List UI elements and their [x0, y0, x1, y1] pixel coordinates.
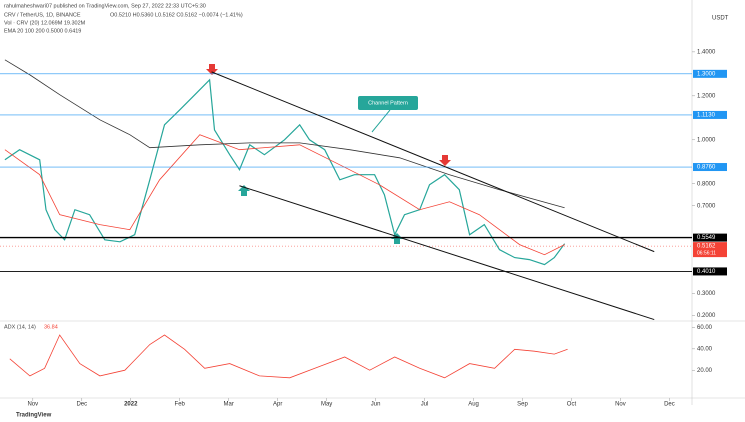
y-tick-label: 60.00: [697, 325, 713, 331]
up-arrow: [391, 233, 403, 244]
x-tick-label: Jul: [421, 402, 429, 408]
countdown: 06:56:11: [697, 250, 716, 256]
series-line: [9, 334, 568, 379]
adx-title: ADX (14, 14): [4, 324, 36, 330]
callout-pointer: [371, 109, 391, 133]
level-tag: [693, 69, 727, 78]
y-tick-label: 0.3000: [697, 291, 716, 297]
level-label: 1.3000: [697, 71, 716, 77]
y-tick-label: 1.2000: [697, 93, 716, 99]
y-tick-label: 40.00: [697, 346, 713, 352]
level-tag: [693, 110, 727, 119]
y-tick-label: 0.2000: [697, 313, 716, 319]
x-tick-label: Feb: [175, 402, 186, 408]
y-tick-label: 1.4000: [697, 49, 716, 55]
publisher: rahulmaheshwari07 published on TradingVi…: [4, 3, 206, 9]
ema-legend: EMA 20 100 200 0.5000 0.6419: [4, 28, 81, 34]
ohlc: O0.5210 H0.5360 L0.5162 C0.5162 −0.0074 …: [110, 12, 243, 18]
trendline: [211, 71, 655, 253]
up-arrow: [238, 185, 250, 196]
x-tick-label: Apr: [273, 402, 282, 408]
last-price-tag: [693, 242, 727, 258]
level-tag: [693, 233, 727, 242]
series-line: [4, 134, 565, 256]
down-arrow: [206, 64, 218, 75]
y-tick-label: 1.0000: [697, 137, 716, 143]
currency: USDT: [712, 16, 729, 22]
level-tag: [693, 163, 727, 172]
series-line: [4, 59, 565, 209]
x-tick-label: May: [321, 402, 332, 408]
callout-text: Channel Pattern: [368, 100, 408, 106]
callout-box: [358, 96, 418, 110]
down-arrow: [439, 155, 451, 166]
adx-value: 36.84: [44, 324, 58, 330]
level-label: 1.1130: [697, 113, 716, 119]
x-tick-label: Mar: [224, 402, 234, 408]
y-tick-label: 20.00: [697, 368, 713, 374]
x-tick-label: 2022: [124, 402, 138, 408]
x-tick-label: Dec: [664, 402, 675, 408]
last-price-label: 0.5162: [697, 244, 716, 250]
series-line: [4, 78, 566, 266]
level-label: 0.4010: [697, 269, 716, 275]
watermark: TradingView: [16, 413, 52, 419]
x-tick-label: Nov: [615, 402, 626, 408]
x-tick-label: Aug: [468, 402, 479, 408]
trendline: [239, 185, 655, 321]
x-tick-label: Oct: [567, 402, 577, 408]
x-tick-label: Dec: [76, 402, 87, 408]
symbol-title: CRV / TetherUS, 1D, BINANCE: [4, 12, 81, 18]
x-tick-label: Nov: [27, 402, 38, 408]
level-tag: [693, 267, 727, 276]
level-label: 0.8760: [697, 165, 716, 171]
level-label: 0.5549: [697, 235, 716, 241]
y-tick-label: 0.7000: [697, 203, 716, 209]
x-tick-label: Sep: [517, 402, 528, 408]
y-tick-label: 0.8000: [697, 181, 716, 187]
volume-legend: Vol · CRV (20) 12.069M 19.302M: [4, 20, 86, 26]
x-tick-label: Jun: [371, 402, 381, 408]
